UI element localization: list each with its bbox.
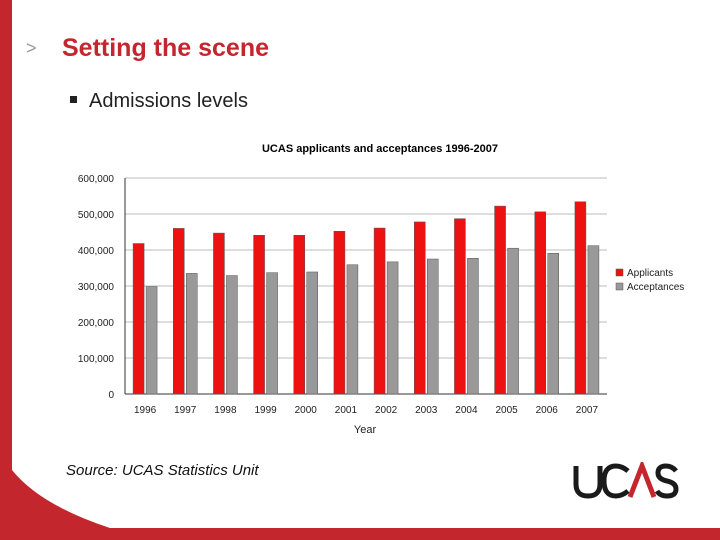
x-axis-label: Year <box>354 424 377 436</box>
x-tick-label: 2002 <box>375 405 398 416</box>
x-tick-label: 2005 <box>495 405 518 416</box>
ucas-logo <box>572 462 682 507</box>
legend-label: Acceptances <box>627 282 684 293</box>
bar-acceptances-1999 <box>267 273 278 394</box>
bar-applicants-2001 <box>334 231 345 394</box>
x-tick-label: 2003 <box>415 405 438 416</box>
legend-swatch <box>616 283 623 290</box>
bar-applicants-1997 <box>173 228 184 394</box>
bar-applicants-1996 <box>133 244 144 394</box>
bar-applicants-2000 <box>294 235 305 394</box>
x-tick-label: 2004 <box>455 405 478 416</box>
x-tick-label: 2001 <box>335 405 358 416</box>
bar-acceptances-2006 <box>548 253 559 394</box>
bar-applicants-2003 <box>414 222 425 394</box>
bar-acceptances-1997 <box>186 273 197 394</box>
bar-applicants-2007 <box>575 202 586 394</box>
legend-swatch <box>616 269 623 276</box>
y-tick-label: 300,000 <box>78 282 115 293</box>
source-note: Source: UCAS Statistics Unit <box>66 462 259 479</box>
y-tick-label: 500,000 <box>78 210 115 221</box>
bar-applicants-2006 <box>535 212 546 394</box>
y-tick-label: 600,000 <box>78 174 115 185</box>
y-tick-label: 0 <box>108 390 114 401</box>
bar-acceptances-2003 <box>427 259 438 394</box>
bar-applicants-2002 <box>374 228 385 394</box>
x-tick-label: 2007 <box>576 405 599 416</box>
bar-acceptances-1996 <box>146 287 157 394</box>
bar-applicants-1998 <box>213 233 224 394</box>
x-tick-label: 1996 <box>134 405 157 416</box>
bar-applicants-1999 <box>254 235 265 394</box>
y-tick-label: 200,000 <box>78 318 115 329</box>
x-tick-label: 1998 <box>214 405 237 416</box>
bar-applicants-2005 <box>495 206 506 394</box>
bar-acceptances-1998 <box>226 276 237 394</box>
chart-title: UCAS applicants and acceptances 1996-200… <box>262 143 498 155</box>
x-tick-label: 2006 <box>536 405 559 416</box>
bar-acceptances-2001 <box>347 265 358 394</box>
bar-acceptances-2002 <box>387 262 398 394</box>
legend-label: Applicants <box>627 268 673 279</box>
x-tick-label: 1997 <box>174 405 197 416</box>
bar-acceptances-2004 <box>467 258 478 394</box>
y-tick-label: 400,000 <box>78 246 115 257</box>
bar-acceptances-2000 <box>307 272 318 394</box>
bar-applicants-2004 <box>454 219 465 394</box>
y-tick-label: 100,000 <box>78 354 115 365</box>
x-tick-label: 1999 <box>254 405 277 416</box>
x-tick-label: 2000 <box>295 405 318 416</box>
bar-acceptances-2005 <box>508 248 519 394</box>
bar-acceptances-2007 <box>588 246 599 394</box>
